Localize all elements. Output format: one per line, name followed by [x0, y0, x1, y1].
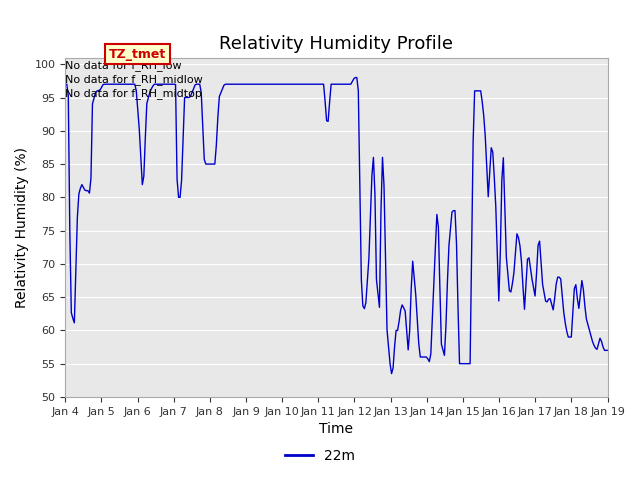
Text: TZ_tmet: TZ_tmet: [109, 48, 166, 60]
Text: No data for f_RH_midlow: No data for f_RH_midlow: [65, 73, 203, 84]
Legend: 22m: 22m: [280, 443, 360, 468]
Text: No data for f_RH_midtop: No data for f_RH_midtop: [65, 88, 202, 98]
X-axis label: Time: Time: [319, 422, 353, 436]
Y-axis label: Relativity Humidity (%): Relativity Humidity (%): [15, 147, 29, 308]
Title: Relativity Humidity Profile: Relativity Humidity Profile: [220, 35, 453, 53]
Text: No data for f_RH_low: No data for f_RH_low: [65, 60, 182, 71]
